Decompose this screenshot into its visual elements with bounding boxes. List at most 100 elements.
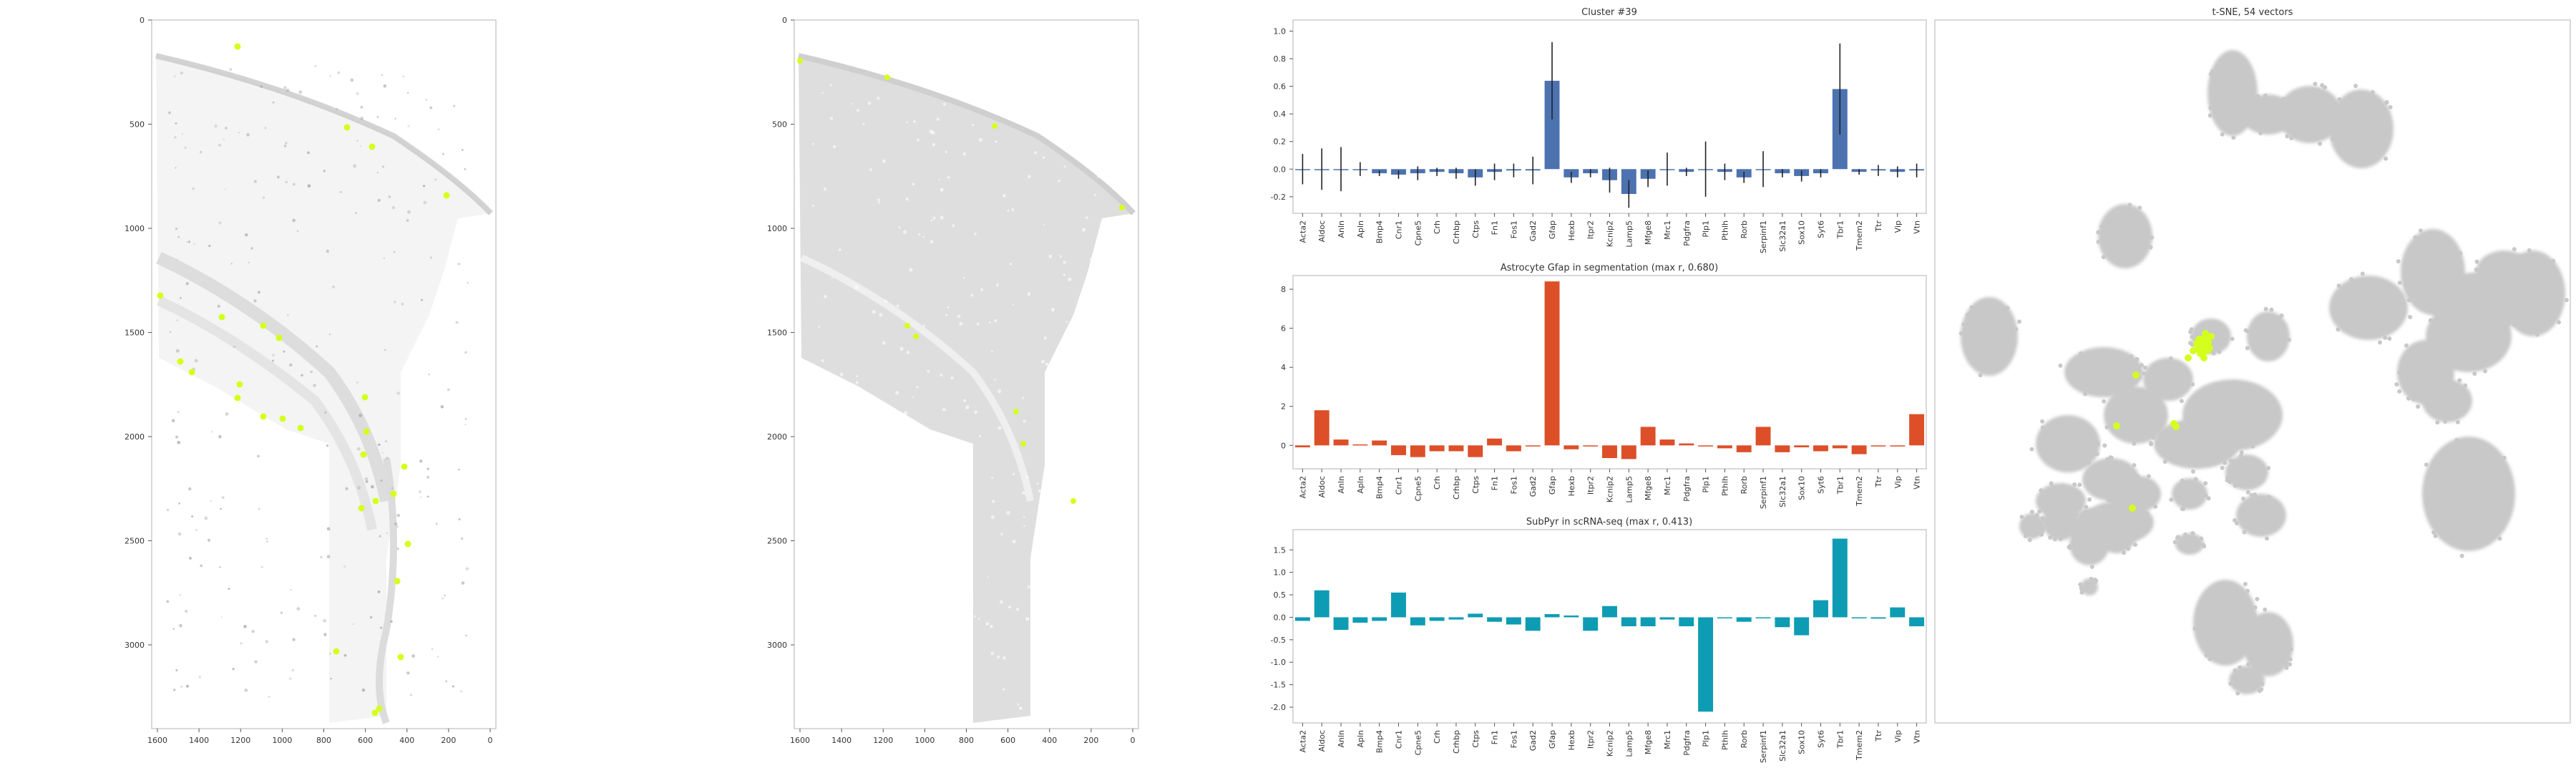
x-tick-label: Ttr xyxy=(1874,476,1883,488)
x-tick-label: Fn1 xyxy=(1491,220,1500,235)
tsne-point xyxy=(2096,240,2101,245)
tissue-dot xyxy=(292,218,296,223)
y-tick-label: 2000 xyxy=(767,432,787,442)
tissue-gap xyxy=(1025,475,1029,479)
bar-Anln xyxy=(1333,617,1349,631)
highlighted-cell xyxy=(188,369,195,376)
tsne-point xyxy=(2474,267,2479,272)
tissue-gap xyxy=(808,691,811,694)
tsne-point xyxy=(2027,538,2032,543)
tissue-gap xyxy=(940,188,944,192)
tissue-dot xyxy=(218,434,222,439)
tsne-point xyxy=(2459,291,2464,296)
tissue-gap xyxy=(919,456,923,460)
tissue-dot xyxy=(283,86,287,89)
tissue-dot xyxy=(175,122,177,125)
tissue-gap xyxy=(976,97,980,101)
tsne-point xyxy=(2137,205,2142,210)
tissue-gap xyxy=(922,235,924,238)
tissue-gap xyxy=(1074,495,1077,497)
tissue-gap xyxy=(997,389,1002,394)
tsne-point xyxy=(2067,545,2072,550)
tsne-point xyxy=(2353,84,2358,89)
highlighted-cell xyxy=(992,123,997,129)
tsne-point xyxy=(1965,313,1970,318)
bar-Bmp4 xyxy=(1372,440,1387,446)
tissue-gap xyxy=(842,488,845,491)
tsne-point xyxy=(2281,97,2286,102)
x-tick-label: Apln xyxy=(1356,476,1365,494)
tsne-point xyxy=(2235,432,2240,437)
highlighted-cells-left xyxy=(157,43,469,716)
x-tick-label: Pthlh xyxy=(1720,476,1729,496)
tsne-point xyxy=(2522,255,2527,260)
tissue-gap xyxy=(821,667,824,671)
tissue-dot xyxy=(464,167,467,170)
highlighted-cell xyxy=(236,381,243,388)
tissue-gap xyxy=(950,376,954,380)
x-tick-label: Tbr1 xyxy=(1835,476,1845,495)
tsne-point xyxy=(2457,378,2462,383)
tsne-point xyxy=(2285,134,2290,139)
tsne-point xyxy=(2535,332,2540,337)
tissue-dot xyxy=(194,359,198,363)
tissue-gap xyxy=(830,117,834,120)
tissue-gap xyxy=(962,152,967,156)
tissue-gap xyxy=(824,575,828,579)
x-tick-label: Cpne5 xyxy=(1413,730,1423,755)
tissue-gap xyxy=(1060,255,1062,258)
tissue-dot xyxy=(214,124,218,128)
y-tick-label: -0.2 xyxy=(1271,193,1286,202)
tissue-dot xyxy=(426,495,429,498)
tissue-gap xyxy=(1058,426,1060,429)
tissue-dot xyxy=(233,346,235,349)
tissue-dot xyxy=(324,411,327,414)
x-tick-label: Itpr2 xyxy=(1586,220,1596,239)
bar-chart-cluster: Cluster #39 -0.2 0.0 0.2 0.4 0.6 0.8 1.0 Acta2… xyxy=(1271,7,1927,253)
tissue-gap xyxy=(850,102,853,105)
bar-Gad2 xyxy=(1525,445,1541,447)
bar-Plp1 xyxy=(1698,617,1714,712)
tissue-gap xyxy=(1083,557,1087,560)
x-tick-label: Vtn xyxy=(1913,220,1922,234)
tissue-gap xyxy=(828,376,832,381)
tissue-dot xyxy=(445,680,448,683)
tsne-point xyxy=(2534,298,2539,303)
x-tick-label: Fos1 xyxy=(1509,730,1518,748)
tsne-point xyxy=(2145,511,2150,516)
tsne-point xyxy=(2512,322,2517,327)
tsne-cluster xyxy=(2019,513,2045,539)
tissue-dot xyxy=(407,210,411,214)
highlighted-cell xyxy=(397,653,404,661)
bar-Vip xyxy=(1890,445,1906,447)
tissue-gap xyxy=(1070,414,1073,417)
tissue-dot xyxy=(343,653,347,657)
bar-Ttr xyxy=(1870,445,1886,447)
highlighted-point xyxy=(2195,336,2202,343)
tsne-point xyxy=(2263,607,2268,612)
tissue-gap xyxy=(821,359,824,362)
x-tick-label: Tbr1 xyxy=(1835,730,1845,749)
tsne-point xyxy=(2072,482,2077,487)
tissue-gap xyxy=(1063,273,1065,276)
tissue-gap xyxy=(1040,495,1043,497)
bar-Itpr2 xyxy=(1583,617,1599,631)
tissue-gap xyxy=(808,659,813,663)
tissue-gap xyxy=(867,497,869,500)
highlighted-cell xyxy=(394,578,401,585)
tissue-dot xyxy=(168,111,171,115)
tsne-point xyxy=(2155,389,2160,394)
tissue-gap xyxy=(1048,254,1053,258)
tissue-gap xyxy=(922,324,926,327)
bar-Slc32a1 xyxy=(1775,617,1790,628)
tissue-gap xyxy=(1065,321,1068,324)
x-tick-label: Vip xyxy=(1893,730,1903,742)
tsne-point xyxy=(2337,97,2342,102)
x-tick-label: 1200 xyxy=(873,736,893,745)
tissue-gap xyxy=(957,314,961,319)
bar-Cpne5 xyxy=(1410,617,1425,626)
y-tick-label: -2.0 xyxy=(1271,703,1286,712)
tissue-dot xyxy=(461,581,465,585)
tsne-point xyxy=(2139,363,2144,368)
tsne-cluster xyxy=(2175,533,2204,555)
